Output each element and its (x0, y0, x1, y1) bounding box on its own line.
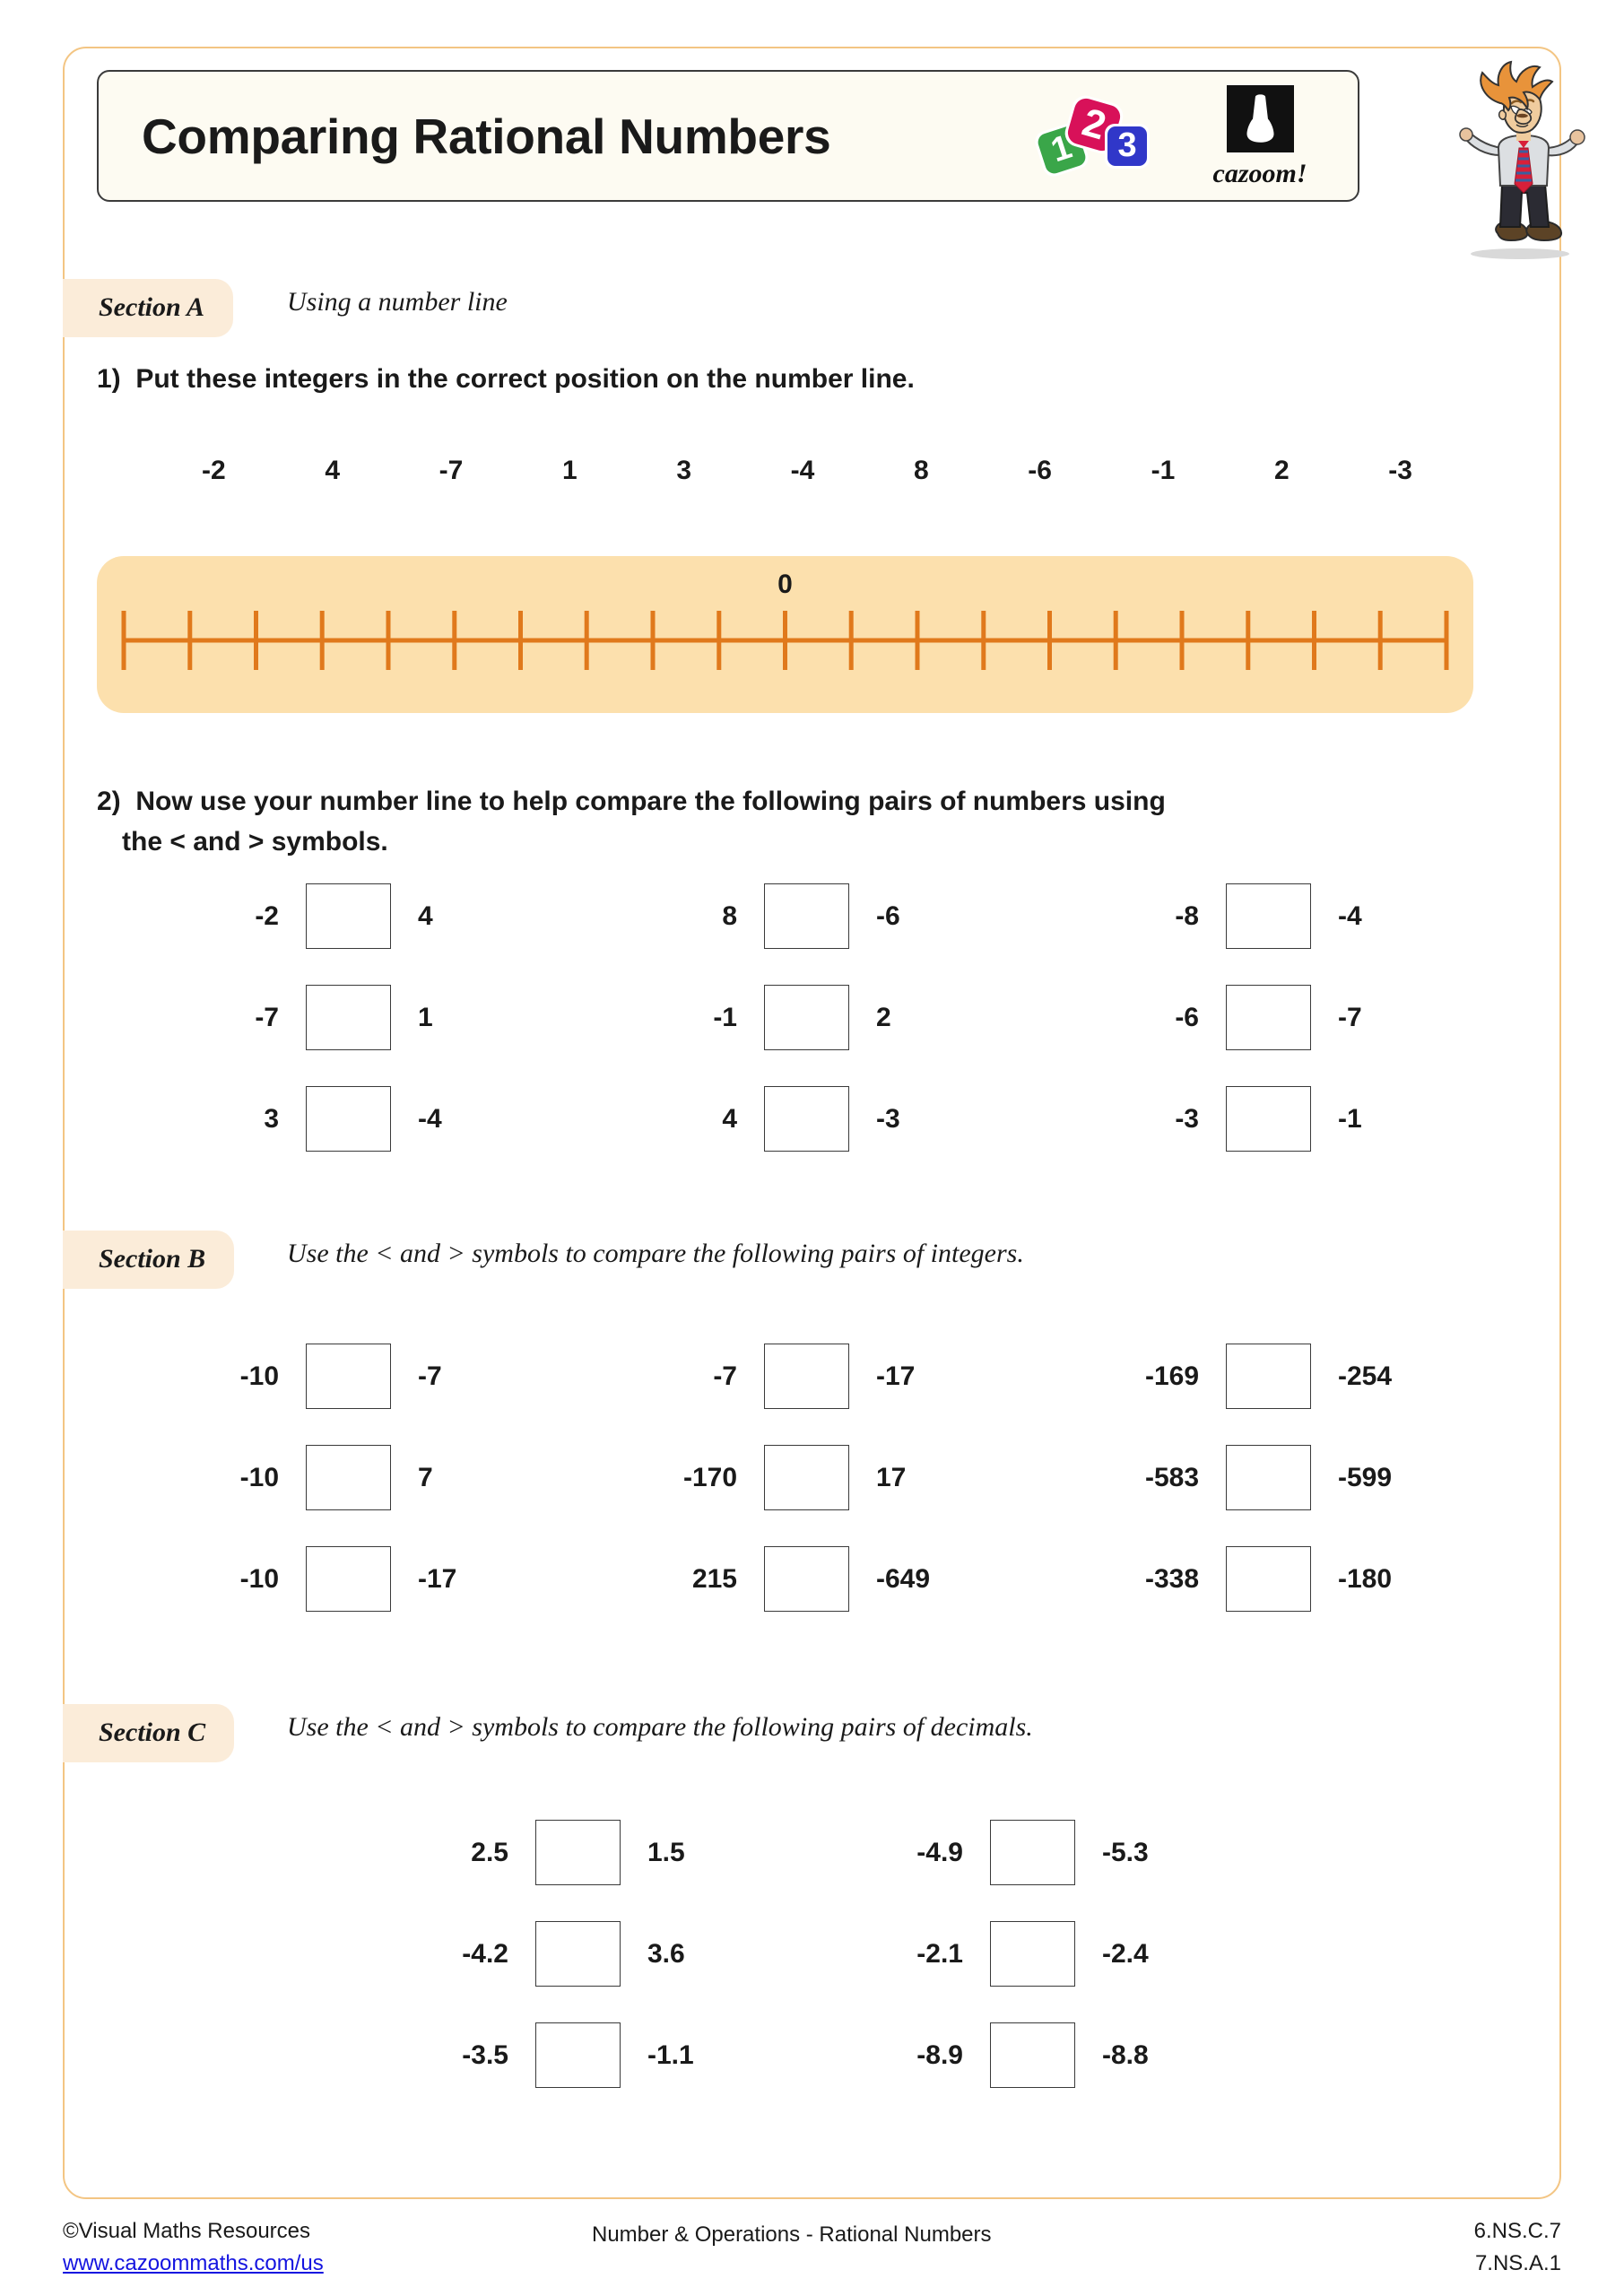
svg-text:3: 3 (1117, 126, 1136, 164)
